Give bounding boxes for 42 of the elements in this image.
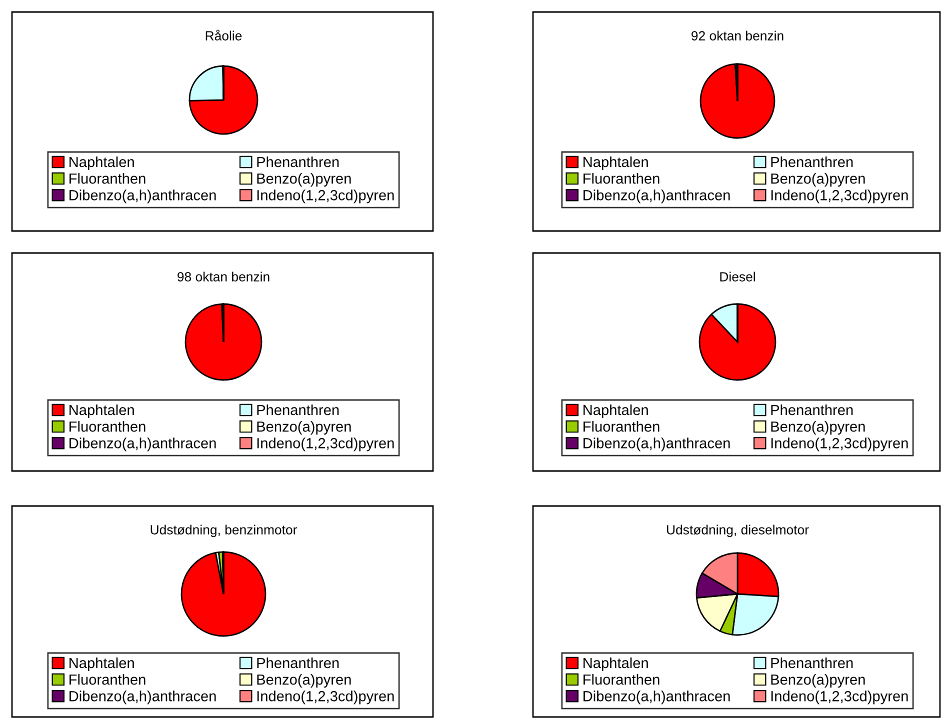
legend-label: Benzo(a)pyren	[257, 674, 351, 688]
legend-label: Dibenzo(a,h)anthracen	[70, 190, 216, 204]
legend-label: Phenanthren	[257, 657, 339, 668]
legend-label: Fluoranthen	[70, 173, 146, 184]
legend-label: Fluoranthen	[584, 674, 660, 685]
legend-label: Phenanthren	[771, 404, 853, 416]
legend-label: Fluoranthen	[584, 173, 660, 184]
legend-label: Benzo(a)pyren	[771, 421, 865, 435]
legend-label: Indeno(1,2,3cd)pyren	[771, 438, 908, 452]
chart-title: Udstødning, benzinmotor	[150, 524, 297, 538]
legend-label: Dibenzo(a,h)anthracen	[584, 690, 730, 704]
legend-label: Phenanthren	[257, 404, 339, 416]
chart-title: Udstødning, dieselmotor	[667, 524, 809, 538]
legend-label: Fluoranthen	[70, 674, 146, 685]
legend-label: Naphtalen	[584, 657, 648, 672]
legend-label: Phenanthren	[771, 657, 853, 668]
legend-label: Naphtalen	[70, 156, 134, 170]
legend-label: Indeno(1,2,3cd)pyren	[771, 690, 908, 704]
legend-label: Indeno(1,2,3cd)pyren	[257, 690, 394, 704]
legend-label: Benzo(a)pyren	[257, 173, 351, 187]
chart-title: Råolie	[206, 30, 242, 40]
legend-label: Fluoranthen	[70, 421, 146, 432]
chart-title: 98 oktan benzin	[178, 272, 270, 282]
legend-label: Benzo(a)pyren	[771, 173, 865, 187]
chart-title: Diesel	[720, 272, 755, 282]
legend-label: Indeno(1,2,3cd)pyren	[257, 190, 394, 204]
legend-label: Phenanthren	[771, 156, 853, 168]
legend-label: Phenanthren	[257, 156, 339, 168]
legend-label: Dibenzo(a,h)anthracen	[70, 690, 216, 704]
legend-label: Naphtalen	[584, 404, 648, 418]
legend-label: Fluoranthen	[584, 421, 660, 432]
legend-label: Benzo(a)pyren	[257, 421, 351, 435]
legend-label: Indeno(1,2,3cd)pyren	[257, 438, 394, 452]
legend-label: Dibenzo(a,h)anthracen	[70, 438, 216, 452]
legend-label: Naphtalen	[584, 156, 648, 170]
legend-label: Naphtalen	[70, 404, 134, 418]
legend-label: Naphtalen	[70, 657, 134, 672]
legend-label: Dibenzo(a,h)anthracen	[584, 190, 730, 204]
legend-label: Benzo(a)pyren	[771, 674, 865, 688]
legend-label: Indeno(1,2,3cd)pyren	[771, 190, 908, 204]
chart-title: 92 oktan benzin	[692, 30, 784, 40]
legend-label: Dibenzo(a,h)anthracen	[584, 438, 730, 452]
